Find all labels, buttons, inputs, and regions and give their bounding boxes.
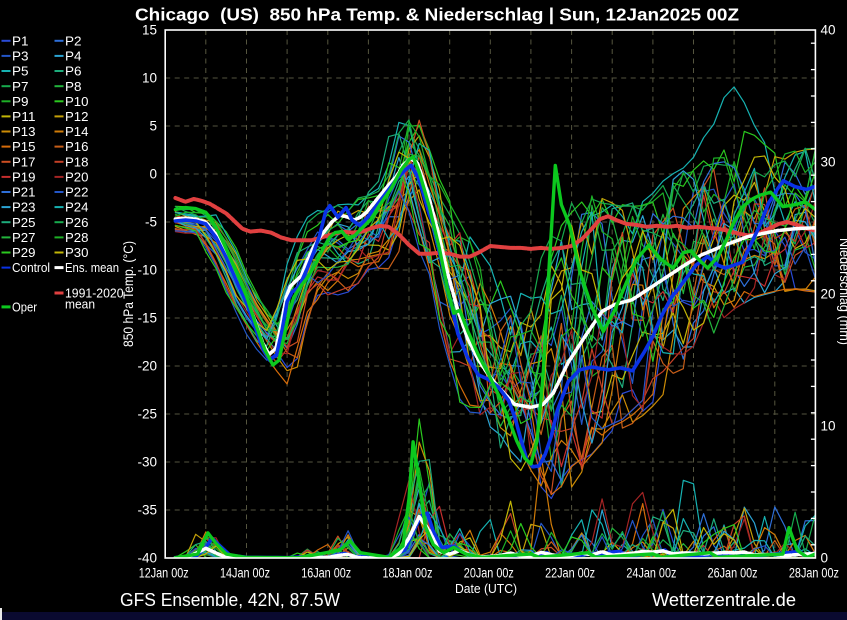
- svg-text:P12: P12: [65, 109, 89, 124]
- svg-text:20: 20: [821, 287, 836, 302]
- svg-text:-25: -25: [137, 407, 157, 422]
- svg-text:P18: P18: [65, 154, 89, 169]
- svg-text:-20: -20: [137, 359, 157, 374]
- svg-text:P8: P8: [65, 79, 82, 94]
- svg-text:0: 0: [149, 167, 157, 182]
- svg-text:P5: P5: [12, 64, 29, 79]
- svg-text:P21: P21: [12, 185, 36, 200]
- svg-text:P30: P30: [65, 245, 89, 260]
- svg-text:P13: P13: [12, 124, 36, 139]
- svg-text:P10: P10: [65, 94, 89, 109]
- svg-text:P17: P17: [12, 154, 36, 169]
- svg-text:22Jan 00z: 22Jan 00z: [545, 566, 595, 581]
- svg-text:16Jan 00z: 16Jan 00z: [301, 566, 351, 581]
- svg-text:P9: P9: [12, 94, 29, 109]
- svg-text:10: 10: [821, 419, 836, 434]
- svg-text:P20: P20: [65, 170, 89, 185]
- svg-text:P28: P28: [65, 230, 89, 245]
- svg-text:12Jan 00z: 12Jan 00z: [139, 566, 189, 581]
- svg-text:14Jan 00z: 14Jan 00z: [220, 566, 270, 581]
- svg-text:P29: P29: [12, 245, 36, 260]
- svg-text:-10: -10: [137, 263, 157, 278]
- svg-text:Chicago (US) 850 hPa Temp. &: Chicago (US) 850 hPa Temp. & Niederschla…: [135, 5, 739, 25]
- svg-text:P2: P2: [65, 33, 82, 48]
- svg-text:Date (UTC): Date (UTC): [455, 581, 517, 596]
- svg-text:P23: P23: [12, 200, 36, 215]
- svg-text:30: 30: [821, 155, 836, 170]
- svg-text:P16: P16: [65, 139, 89, 154]
- svg-text:P3: P3: [12, 49, 29, 64]
- svg-text:-15: -15: [137, 311, 157, 326]
- svg-text:-30: -30: [137, 455, 157, 470]
- svg-text:24Jan 00z: 24Jan 00z: [626, 566, 676, 581]
- svg-text:P15: P15: [12, 139, 36, 154]
- svg-text:P4: P4: [65, 49, 82, 64]
- svg-text:P6: P6: [65, 64, 82, 79]
- svg-text:Oper: Oper: [12, 300, 38, 315]
- svg-text:5: 5: [149, 119, 157, 134]
- svg-text:20Jan 00z: 20Jan 00z: [464, 566, 514, 581]
- svg-text:10: 10: [142, 71, 157, 86]
- svg-text:18Jan 00z: 18Jan 00z: [383, 566, 433, 581]
- svg-text:P25: P25: [12, 215, 36, 230]
- svg-text:Ens. mean: Ens. mean: [65, 260, 119, 275]
- svg-text:-5: -5: [145, 215, 157, 230]
- svg-text:GFS Ensemble, 42N, 87.5W: GFS Ensemble, 42N, 87.5W: [120, 589, 341, 610]
- svg-text:P22: P22: [65, 185, 89, 200]
- svg-text:P19: P19: [12, 170, 36, 185]
- svg-text:15: 15: [142, 23, 157, 38]
- svg-text:mean: mean: [65, 297, 95, 312]
- svg-text:P1: P1: [12, 33, 29, 48]
- svg-text:40: 40: [821, 23, 836, 38]
- svg-text:P11: P11: [12, 109, 36, 124]
- svg-text:P27: P27: [12, 230, 36, 245]
- svg-text:Wetterzentrale.de: Wetterzentrale.de: [652, 589, 796, 610]
- svg-text:Niederschlag (mm): Niederschlag (mm): [837, 238, 847, 345]
- svg-text:P14: P14: [65, 124, 89, 139]
- svg-text:-40: -40: [137, 551, 157, 566]
- svg-text:26Jan 00z: 26Jan 00z: [708, 566, 758, 581]
- svg-text:P26: P26: [65, 215, 89, 230]
- svg-text:850 hPa Temp. (°C): 850 hPa Temp. (°C): [121, 241, 136, 347]
- svg-text:0: 0: [821, 551, 829, 566]
- svg-text:P7: P7: [12, 79, 29, 94]
- svg-text:28Jan 00z: 28Jan 00z: [789, 566, 839, 581]
- svg-text:1991-2020: 1991-2020: [65, 286, 124, 301]
- svg-text:P24: P24: [65, 200, 89, 215]
- svg-text:-35: -35: [137, 503, 157, 518]
- svg-text:Control: Control: [12, 260, 50, 275]
